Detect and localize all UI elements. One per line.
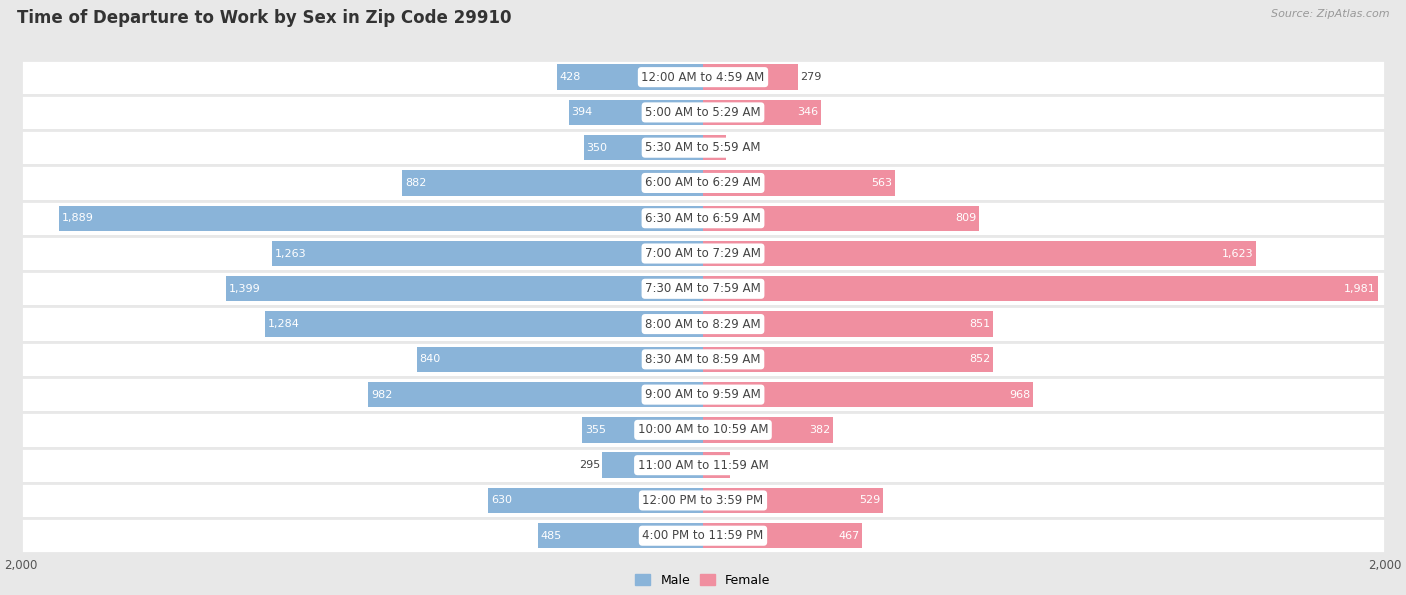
Text: 350: 350 bbox=[586, 143, 607, 153]
Text: 1,263: 1,263 bbox=[276, 249, 307, 258]
Bar bbox=[582, 417, 703, 443]
Bar bbox=[368, 382, 703, 408]
Text: 7:00 AM to 7:29 AM: 7:00 AM to 7:29 AM bbox=[645, 247, 761, 260]
Text: 11:00 AM to 11:59 AM: 11:00 AM to 11:59 AM bbox=[638, 459, 768, 472]
Bar bbox=[21, 201, 1385, 236]
Bar bbox=[703, 135, 725, 161]
Text: 882: 882 bbox=[405, 178, 426, 188]
Bar bbox=[703, 417, 834, 443]
Text: 840: 840 bbox=[419, 355, 440, 364]
Text: 346: 346 bbox=[797, 108, 818, 117]
Text: Source: ZipAtlas.com: Source: ZipAtlas.com bbox=[1271, 9, 1389, 19]
Text: 5:30 AM to 5:59 AM: 5:30 AM to 5:59 AM bbox=[645, 141, 761, 154]
Text: 428: 428 bbox=[560, 72, 581, 82]
Bar bbox=[21, 95, 1385, 130]
Bar bbox=[703, 523, 862, 549]
Bar bbox=[703, 100, 821, 125]
Bar bbox=[537, 523, 703, 549]
Bar bbox=[21, 483, 1385, 518]
Bar bbox=[21, 271, 1385, 306]
Bar bbox=[568, 100, 703, 125]
Bar bbox=[21, 412, 1385, 447]
Text: 10:00 AM to 10:59 AM: 10:00 AM to 10:59 AM bbox=[638, 424, 768, 436]
Text: 355: 355 bbox=[585, 425, 606, 435]
Text: 1,889: 1,889 bbox=[62, 213, 94, 223]
Bar bbox=[266, 311, 703, 337]
Text: 279: 279 bbox=[800, 72, 821, 82]
Legend: Male, Female: Male, Female bbox=[630, 569, 776, 591]
Text: 4:00 PM to 11:59 PM: 4:00 PM to 11:59 PM bbox=[643, 529, 763, 542]
Text: 8:00 AM to 8:29 AM: 8:00 AM to 8:29 AM bbox=[645, 318, 761, 331]
Text: 563: 563 bbox=[872, 178, 893, 188]
Bar bbox=[21, 342, 1385, 377]
Bar bbox=[402, 170, 703, 196]
Bar bbox=[703, 64, 799, 90]
Bar bbox=[416, 347, 703, 372]
Text: 1,399: 1,399 bbox=[229, 284, 260, 294]
Text: 79: 79 bbox=[731, 460, 747, 470]
Text: 630: 630 bbox=[491, 496, 512, 505]
Bar bbox=[21, 236, 1385, 271]
Text: 6:00 AM to 6:29 AM: 6:00 AM to 6:29 AM bbox=[645, 177, 761, 189]
Text: 968: 968 bbox=[1010, 390, 1031, 400]
Text: 982: 982 bbox=[371, 390, 392, 400]
Text: 1,623: 1,623 bbox=[1222, 249, 1254, 258]
Text: 12:00 PM to 3:59 PM: 12:00 PM to 3:59 PM bbox=[643, 494, 763, 507]
Bar bbox=[226, 276, 703, 302]
Text: 295: 295 bbox=[579, 460, 600, 470]
Bar bbox=[21, 306, 1385, 342]
Bar bbox=[21, 447, 1385, 483]
Text: 8:30 AM to 8:59 AM: 8:30 AM to 8:59 AM bbox=[645, 353, 761, 366]
Bar bbox=[703, 276, 1378, 302]
Bar bbox=[557, 64, 703, 90]
Bar bbox=[703, 241, 1257, 266]
Bar bbox=[703, 311, 993, 337]
Bar bbox=[59, 205, 703, 231]
Bar bbox=[21, 377, 1385, 412]
Text: 529: 529 bbox=[859, 496, 880, 505]
Text: 66: 66 bbox=[727, 143, 741, 153]
Text: 394: 394 bbox=[571, 108, 593, 117]
Text: Time of Departure to Work by Sex in Zip Code 29910: Time of Departure to Work by Sex in Zip … bbox=[17, 9, 512, 27]
Bar bbox=[703, 170, 896, 196]
Bar bbox=[602, 452, 703, 478]
Bar bbox=[583, 135, 703, 161]
Text: 1,981: 1,981 bbox=[1344, 284, 1375, 294]
Text: 9:00 AM to 9:59 AM: 9:00 AM to 9:59 AM bbox=[645, 388, 761, 401]
Bar bbox=[703, 452, 730, 478]
Bar bbox=[703, 382, 1033, 408]
Text: 467: 467 bbox=[838, 531, 859, 541]
Bar bbox=[21, 165, 1385, 201]
Text: 809: 809 bbox=[955, 213, 976, 223]
Text: 852: 852 bbox=[970, 355, 991, 364]
Text: 485: 485 bbox=[540, 531, 561, 541]
Text: 6:30 AM to 6:59 AM: 6:30 AM to 6:59 AM bbox=[645, 212, 761, 225]
Text: 7:30 AM to 7:59 AM: 7:30 AM to 7:59 AM bbox=[645, 282, 761, 295]
Bar bbox=[488, 488, 703, 513]
Text: 1,284: 1,284 bbox=[269, 319, 299, 329]
Bar bbox=[703, 347, 994, 372]
Bar bbox=[21, 130, 1385, 165]
Bar bbox=[703, 205, 979, 231]
Bar bbox=[21, 60, 1385, 95]
Text: 851: 851 bbox=[969, 319, 990, 329]
Bar bbox=[21, 518, 1385, 553]
Text: 5:00 AM to 5:29 AM: 5:00 AM to 5:29 AM bbox=[645, 106, 761, 119]
Bar bbox=[703, 488, 883, 513]
Text: 382: 382 bbox=[810, 425, 831, 435]
Bar bbox=[273, 241, 703, 266]
Text: 12:00 AM to 4:59 AM: 12:00 AM to 4:59 AM bbox=[641, 71, 765, 84]
